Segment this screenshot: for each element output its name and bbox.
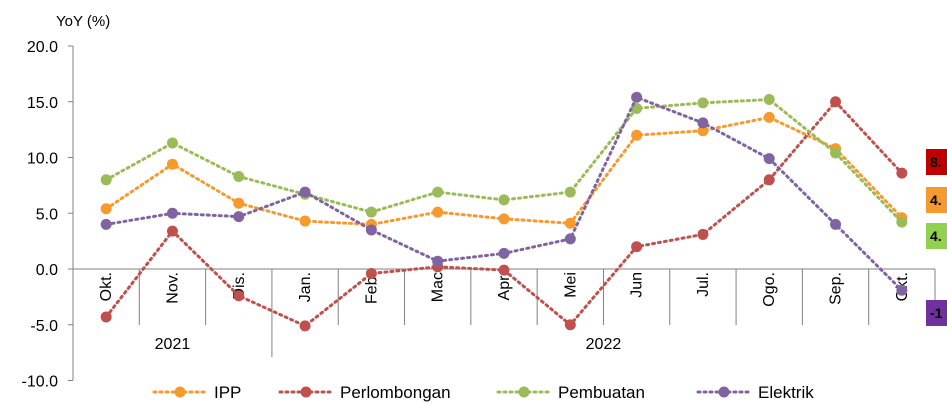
data-point bbox=[299, 320, 311, 332]
data-point bbox=[166, 207, 178, 219]
y-tick-label: 5.0 bbox=[36, 206, 58, 223]
end-value-label: 8. bbox=[930, 154, 942, 170]
data-point bbox=[432, 186, 444, 198]
data-point bbox=[166, 137, 178, 149]
end-value-badge bbox=[926, 300, 947, 326]
data-point bbox=[896, 167, 908, 179]
data-point bbox=[498, 264, 510, 276]
x-tick-label: Jul. bbox=[695, 272, 712, 297]
data-point bbox=[830, 96, 842, 108]
data-point bbox=[631, 241, 643, 253]
end-value-badge bbox=[926, 149, 947, 175]
data-point bbox=[233, 170, 245, 182]
year-label: 2022 bbox=[586, 336, 622, 353]
data-point bbox=[100, 311, 112, 323]
data-point bbox=[763, 94, 775, 106]
data-point bbox=[564, 319, 576, 331]
y-ticks: 20.0 15.0 10.0 5.0 0.0 -5.0 -10.0 bbox=[22, 39, 59, 391]
y-tick-label: 10.0 bbox=[27, 151, 58, 168]
series-line bbox=[104, 95, 904, 292]
data-point bbox=[498, 247, 510, 259]
data-point bbox=[498, 213, 510, 225]
data-point bbox=[166, 225, 178, 237]
end-value-label: 4. bbox=[930, 228, 942, 244]
data-point bbox=[365, 206, 377, 218]
legend-label: IPP bbox=[214, 383, 241, 402]
data-point bbox=[830, 147, 842, 159]
year-label: 2021 bbox=[155, 336, 191, 353]
end-value-badge bbox=[926, 223, 947, 249]
data-point bbox=[233, 290, 245, 302]
end-value-label: 4. bbox=[930, 192, 942, 208]
x-tick-label: Ogo. bbox=[761, 272, 778, 307]
legend-swatch-marker bbox=[518, 386, 530, 398]
y-tick-label: 0.0 bbox=[36, 262, 58, 279]
data-point bbox=[564, 217, 576, 229]
x-tick-label: Mei bbox=[562, 272, 579, 298]
legend-label: Perlombongan bbox=[340, 383, 451, 402]
data-point bbox=[299, 186, 311, 198]
data-point bbox=[166, 158, 178, 170]
y-tick-label: -10.0 bbox=[22, 374, 59, 391]
data-point bbox=[233, 211, 245, 223]
data-point bbox=[763, 174, 775, 186]
data-point bbox=[233, 197, 245, 209]
x-tick-label: Okt. bbox=[98, 272, 115, 301]
data-point bbox=[432, 206, 444, 218]
end-badges: 4. 8. 4. -1 bbox=[926, 149, 947, 326]
legend-swatch-marker bbox=[174, 386, 186, 398]
data-point bbox=[498, 194, 510, 206]
end-value-label: -1 bbox=[930, 305, 943, 321]
end-value-badge bbox=[926, 187, 947, 213]
legend-label: Elektrik bbox=[758, 383, 814, 402]
data-point bbox=[564, 186, 576, 198]
data-point bbox=[100, 203, 112, 215]
data-point bbox=[763, 153, 775, 165]
legend-label: Pembuatan bbox=[558, 383, 645, 402]
y-tick-label: 20.0 bbox=[27, 39, 58, 56]
x-tick-label: Sep. bbox=[828, 272, 845, 305]
data-point bbox=[830, 218, 842, 230]
data-point bbox=[100, 218, 112, 230]
series-layer bbox=[100, 91, 908, 332]
data-point bbox=[697, 117, 709, 129]
data-point bbox=[631, 91, 643, 103]
x-tick-label: Nov. bbox=[164, 272, 181, 304]
legend: IPP Perlombongan Pembuatan Elektrik bbox=[152, 383, 814, 402]
data-point bbox=[896, 216, 908, 228]
y-axis-label: YoY (%) bbox=[56, 13, 110, 30]
x-tick-label: Apr. bbox=[496, 272, 513, 300]
y-tick-label: -5.0 bbox=[30, 318, 58, 335]
x-tick-label: Jun bbox=[629, 272, 646, 298]
legend-swatch-marker bbox=[718, 386, 730, 398]
data-point bbox=[432, 255, 444, 267]
data-point bbox=[896, 284, 908, 296]
x-tick-label: Jan. bbox=[297, 272, 314, 302]
x-ticks: Okt. Nov. Dis. Jan. Feb. Mac Apr. Mei Jun Jul. Ogo… bbox=[98, 272, 911, 307]
x-tick-label: Feb. bbox=[363, 272, 380, 304]
data-point bbox=[697, 97, 709, 109]
year-groups: 2021 2022 bbox=[155, 336, 622, 353]
data-point bbox=[564, 233, 576, 245]
data-point bbox=[697, 228, 709, 240]
y-tick-label: 15.0 bbox=[27, 95, 58, 112]
x-tick-label: Mac bbox=[430, 272, 447, 302]
data-point bbox=[697, 125, 709, 137]
data-point bbox=[365, 267, 377, 279]
data-point bbox=[299, 215, 311, 227]
data-point bbox=[631, 129, 643, 141]
data-point bbox=[100, 174, 112, 186]
data-point bbox=[763, 111, 775, 123]
axes bbox=[68, 45, 936, 381]
data-point bbox=[365, 224, 377, 236]
legend-swatch-marker bbox=[300, 386, 312, 398]
